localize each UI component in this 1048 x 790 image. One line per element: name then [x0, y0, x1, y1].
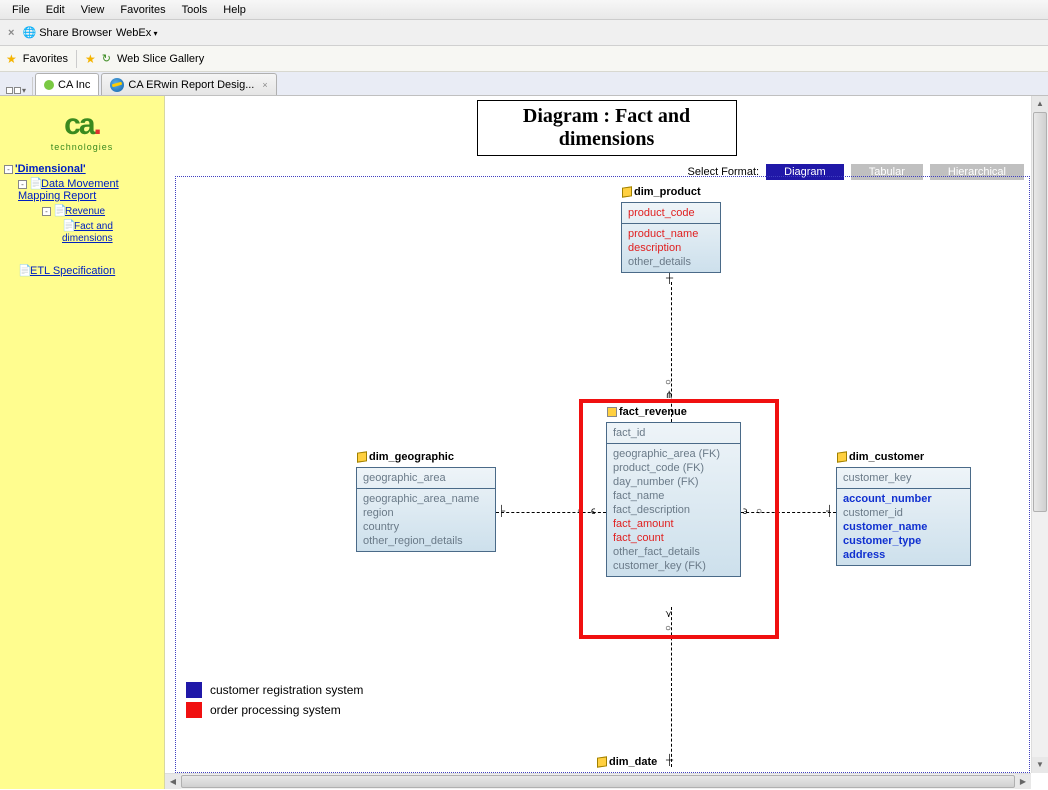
scroll-right-icon[interactable]: ▶: [1015, 774, 1031, 789]
horizontal-scrollbar[interactable]: ◀ ▶: [165, 773, 1031, 789]
entity-title: dim_customer: [837, 451, 924, 463]
favorites-label[interactable]: Favorites: [23, 53, 68, 65]
legend-swatch: [186, 702, 202, 718]
webex-dropdown[interactable]: WebEx: [116, 27, 158, 39]
collapse-icon[interactable]: -: [4, 165, 13, 174]
entity-title: dim_product: [622, 186, 701, 198]
attr: other_region_details: [363, 534, 489, 548]
site-icon: [44, 80, 54, 90]
share-browser-button[interactable]: 🌐 Share Browser: [22, 26, 112, 39]
ca-logo: ca. technologies: [4, 102, 160, 162]
favorites-bar: ★ Favorites ★ ↻ Web Slice Gallery: [0, 46, 1048, 72]
attr: customer_type: [843, 534, 964, 548]
legend-swatch: [186, 682, 202, 698]
close-tab-icon[interactable]: ×: [262, 80, 267, 90]
scroll-up-icon[interactable]: ▲: [1032, 96, 1048, 112]
ie-icon: [110, 78, 124, 92]
pk-attr: product_code: [628, 206, 714, 220]
tree-dimensional[interactable]: 'Dimensional': [15, 163, 86, 175]
entity-dim_customer[interactable]: dim_customercustomer_keyaccount_numbercu…: [836, 467, 971, 566]
menu-view[interactable]: View: [73, 2, 113, 18]
menu-edit[interactable]: Edit: [38, 2, 73, 18]
tree-revenue[interactable]: Revenue: [65, 206, 105, 217]
scroll-thumb[interactable]: [181, 775, 1015, 788]
attr: product_name: [628, 227, 714, 241]
vertical-scrollbar[interactable]: ▲ ▼: [1031, 96, 1048, 773]
collapse-icon[interactable]: -: [42, 207, 51, 216]
attr: other_details: [628, 255, 714, 269]
legend-item: order processing system: [186, 702, 363, 718]
refresh-icon[interactable]: ↻: [102, 52, 111, 65]
sidebar: ca. technologies -'Dimensional' -📄Data M…: [0, 96, 165, 789]
star-icon: ★: [85, 52, 96, 66]
tab-bar: ▾ CA Inc CA ERwin Report Desig... ×: [0, 72, 1048, 96]
scroll-thumb[interactable]: [1033, 112, 1047, 512]
legend-label: customer registration system: [210, 683, 363, 697]
star-icon: ★: [6, 52, 17, 66]
legend: customer registration system order proces…: [186, 678, 363, 722]
pk-attr: customer_key: [843, 471, 964, 485]
diagram-canvas: ┼ ⋔ ○ ├ ϵ ○ ϶ ○ ┤ ⋎ ○ ┼ customer registr…: [175, 176, 1030, 773]
entity-dim_product[interactable]: dim_productproduct_codeproduct_namedescr…: [621, 202, 721, 273]
page-title: Diagram : Fact and dimensions: [477, 100, 737, 156]
menu-help[interactable]: Help: [215, 2, 254, 18]
legend-label: order processing system: [210, 703, 341, 717]
view-mode-icons[interactable]: ▾: [2, 86, 30, 95]
highlight-box: [579, 399, 779, 639]
scroll-down-icon[interactable]: ▼: [1032, 757, 1048, 773]
pk-attr: geographic_area: [363, 471, 489, 485]
attr: customer_id: [843, 506, 964, 520]
close-icon[interactable]: ×: [4, 27, 18, 39]
attr: customer_name: [843, 520, 964, 534]
collapse-icon[interactable]: -: [18, 180, 27, 189]
main-content: Diagram : Fact and dimensions Select For…: [165, 96, 1048, 789]
entity-title: dim_geographic: [357, 451, 454, 463]
attr: account_number: [843, 492, 964, 506]
menu-bar: FileEditViewFavoritesToolsHelp: [0, 0, 1048, 20]
tab-ca-inc[interactable]: CA Inc: [35, 73, 99, 95]
menu-favorites[interactable]: Favorites: [112, 2, 173, 18]
attr: geographic_area_name: [363, 492, 489, 506]
scroll-left-icon[interactable]: ◀: [165, 774, 181, 789]
nav-tree: -'Dimensional' -📄Data Movement Mapping R…: [4, 162, 160, 278]
entity-title: dim_date: [597, 756, 657, 768]
tab-erwin-report[interactable]: CA ERwin Report Desig... ×: [101, 73, 276, 95]
tree-etl-spec[interactable]: ETL Specification: [30, 265, 115, 277]
attr: address: [843, 548, 964, 562]
menu-tools[interactable]: Tools: [174, 2, 216, 18]
share-toolbar: × 🌐 Share Browser WebEx: [0, 20, 1048, 46]
web-slice-gallery[interactable]: Web Slice Gallery: [117, 53, 204, 65]
attr: region: [363, 506, 489, 520]
menu-file[interactable]: File: [4, 2, 38, 18]
legend-item: customer registration system: [186, 682, 363, 698]
attr: description: [628, 241, 714, 255]
entity-dim_geographic[interactable]: dim_geographicgeographic_areageographic_…: [356, 467, 496, 552]
attr: country: [363, 520, 489, 534]
